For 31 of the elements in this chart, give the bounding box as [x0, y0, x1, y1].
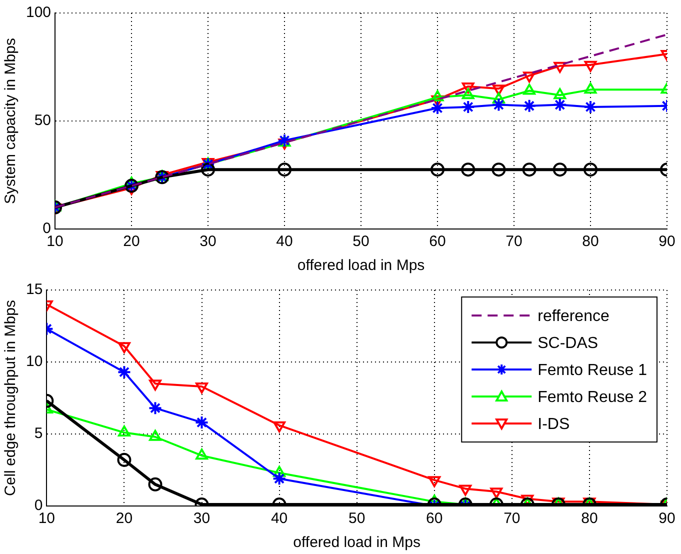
x-tick-label: 60	[429, 233, 446, 250]
x-tick-label: 50	[352, 233, 370, 250]
x-axis-title: offered load in Mps	[293, 534, 420, 552]
x-tick-label: 80	[582, 233, 599, 250]
x-axis-title: offered load in Mps	[297, 257, 425, 274]
x-tick-label: 40	[276, 233, 293, 250]
legend-label: Femto Reuse 2	[538, 388, 648, 406]
legend-label: Femto Reuse 1	[538, 362, 648, 379]
x-tick-label: 70	[506, 233, 522, 250]
y-axis-title: System capacity in Mbps	[2, 38, 20, 204]
y-axis-title: Cell edge throughput in Mbps	[2, 300, 20, 496]
legend-label: SC-DAS	[538, 334, 598, 352]
x-tick-label: 10	[46, 233, 64, 250]
x-tick-label: 90	[658, 510, 676, 528]
x-tick-label: 20	[123, 233, 140, 250]
x-tick-label: 70	[504, 510, 520, 528]
x-tick-label: 60	[426, 510, 443, 528]
y-tick-label: 50	[34, 112, 52, 130]
x-tick-label: 30	[193, 510, 210, 528]
x-tick-label: 80	[581, 510, 598, 528]
x-tick-label: 50	[348, 510, 366, 528]
legend-label: I-DS	[538, 416, 570, 433]
x-tick-label: 90	[658, 233, 676, 250]
x-tick-label: 30	[200, 233, 216, 250]
x-tick-label: 40	[270, 510, 288, 528]
x-tick-label: 20	[116, 510, 133, 528]
y-tick-label: 100	[26, 4, 52, 22]
y-tick-label: 10	[26, 353, 43, 370]
y-tick-label: 5	[34, 425, 43, 442]
y-tick-label: 15	[26, 281, 43, 298]
legend-label: refference	[538, 308, 610, 325]
